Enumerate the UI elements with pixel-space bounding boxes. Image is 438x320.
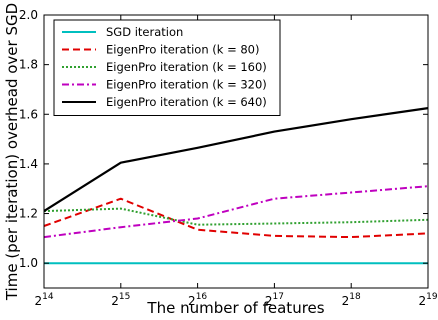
y-tick-label: 1.4 (19, 157, 38, 171)
series-line-4 (43, 107, 429, 213)
x-tick-label: 217 (265, 292, 284, 308)
y-tick-label: 2.0 (19, 8, 38, 22)
legend-label-4: EigenPro iteration (k = 640) (106, 95, 267, 109)
ticks-layer: 1.0 1.2 1.4 1.6 1.8 2.0 214 215 216 217 218 219 (19, 8, 438, 308)
x-tick-label: 215 (111, 292, 130, 308)
x-tick-label: 218 (342, 292, 361, 308)
series-line-1 (43, 197, 429, 239)
y-tick-label: 1.6 (19, 107, 38, 121)
series-line-3 (43, 185, 429, 239)
x-tick-label: 216 (188, 292, 207, 308)
legend: SGD iteration EigenPro iteration (k = 80)… (53, 19, 281, 116)
y-tick-label: 1.8 (19, 58, 38, 72)
legend-label-2: EigenPro iteration (k = 160) (106, 60, 267, 74)
y-axis-label: Time (per iteration) overhead over SGD (3, 3, 21, 301)
series-layer (43, 107, 429, 265)
y-tick-label: 1.2 (19, 207, 38, 221)
series-line-2 (43, 207, 429, 226)
legend-label-3: EigenPro iteration (k = 320) (106, 78, 267, 92)
legend-label-0: SGD iteration (106, 25, 183, 39)
x-axis-label: The number of features (146, 299, 324, 317)
legend-label-1: EigenPro iteration (k = 80) (106, 43, 259, 57)
plot-frame (43, 14, 429, 289)
x-tick-label: 219 (418, 292, 437, 308)
x-tick-label: 214 (34, 292, 53, 308)
y-tick-label: 1.0 (19, 256, 38, 270)
